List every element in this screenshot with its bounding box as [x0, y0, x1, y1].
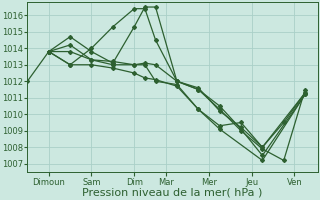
X-axis label: Pression niveau de la mer( hPa ): Pression niveau de la mer( hPa )	[83, 188, 263, 198]
